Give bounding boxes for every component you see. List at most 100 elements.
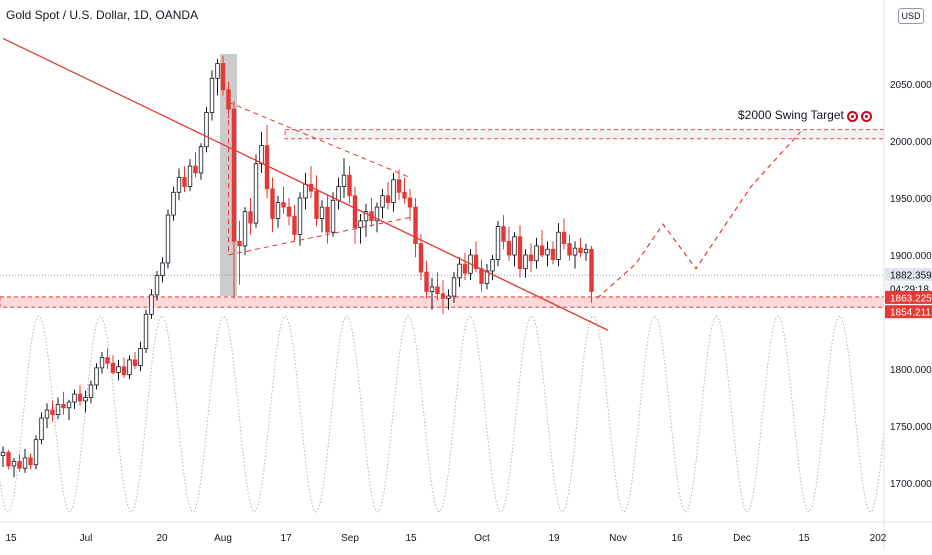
x-tick-label: 202 [870, 533, 887, 544]
candle-body [237, 240, 242, 247]
candle-body [138, 348, 143, 366]
candle-body [523, 254, 528, 270]
last-price-label: 1882.359 [890, 271, 932, 282]
zone-bottom-label: 1854.211 [890, 308, 931, 319]
candle-body [127, 359, 132, 376]
target-icon [846, 111, 858, 122]
candle-body [402, 191, 407, 199]
x-tick-label: Jul [80, 533, 93, 544]
y-tick-label: 1800.000 [890, 365, 932, 376]
candle-body [550, 248, 556, 260]
candle-body [253, 163, 259, 224]
candle-body [358, 220, 363, 229]
candle-body [154, 275, 160, 296]
candle-body [61, 403, 66, 409]
candle-body [490, 259, 495, 272]
candle-body [567, 243, 572, 256]
candle-body [286, 206, 292, 217]
candle-body [435, 286, 440, 295]
x-tick-label: Oct [474, 533, 490, 544]
candle-body [292, 215, 297, 235]
candle-body [473, 254, 479, 270]
candle-body [380, 195, 385, 208]
countdown-label: 04:29:18 [890, 285, 929, 296]
candle-body [110, 362, 116, 373]
x-tick-label: 17 [280, 533, 292, 544]
candle-body [44, 409, 50, 419]
candle-body [72, 393, 77, 403]
candle-body [347, 174, 352, 197]
candle-body [462, 263, 468, 274]
candle-body [105, 357, 110, 364]
candle-body [589, 248, 594, 292]
candle-body [314, 190, 319, 219]
swing-target-text: $2000 Swing Target [738, 108, 844, 122]
candle-body [451, 277, 457, 297]
candle-body [132, 359, 138, 366]
x-tick-label: Dec [733, 533, 751, 544]
candle-body [33, 439, 39, 466]
candle-body [270, 188, 275, 219]
candle-body [506, 240, 512, 256]
candle-body [226, 89, 231, 110]
candle-body [264, 145, 270, 190]
x-tick-label: 16 [671, 533, 683, 544]
y-tick-label: 2000.000 [890, 137, 932, 148]
last-price-label-bg [885, 268, 932, 282]
triangle-upper-line [228, 101, 411, 178]
candle-body [165, 214, 171, 264]
candle-body [55, 403, 61, 415]
candle-body [143, 313, 149, 349]
candle-body [336, 186, 341, 201]
triangle-lower-line [228, 216, 411, 256]
candle-body [457, 263, 462, 279]
candle-body [484, 270, 490, 284]
candle-body [193, 165, 198, 174]
x-tick-label: Aug [214, 533, 232, 544]
candle-body [248, 211, 253, 224]
candle-body [187, 165, 193, 188]
candle-body [176, 177, 182, 193]
candle-body [352, 195, 358, 229]
candle-body [215, 63, 220, 79]
candle-body [94, 367, 99, 386]
candle-body [39, 417, 44, 441]
candle-body [204, 112, 209, 148]
candle-body [545, 248, 550, 256]
candle-body [198, 146, 204, 174]
downtrend-line [2, 37, 609, 331]
candle-body [424, 271, 429, 292]
candle-body [160, 262, 165, 276]
candle-body [429, 286, 435, 292]
candle-body [418, 243, 424, 273]
candle-body [374, 206, 380, 222]
x-tick-label: Nov [609, 533, 627, 544]
x-tick-label: 20 [156, 533, 168, 544]
candle-body [209, 77, 215, 113]
candle-body [385, 195, 391, 203]
candle-body [11, 460, 17, 467]
candle-body [88, 384, 94, 398]
chart-title: Gold Spot / U.S. Dollar, 1D, OANDA [6, 8, 199, 22]
candle-body [561, 231, 567, 244]
candle-body [495, 226, 501, 260]
candle-body [281, 202, 286, 208]
candle-body [501, 226, 506, 242]
candle-body [440, 293, 446, 299]
candle-body [121, 366, 127, 376]
candle-body [17, 460, 22, 469]
y-tick-label: 1900.000 [890, 251, 932, 262]
x-tick-label: 15 [405, 533, 417, 544]
candle-body [534, 245, 539, 262]
candle-body [413, 206, 418, 244]
candle-body [149, 294, 154, 315]
candle-body [66, 401, 72, 409]
candle-body [539, 245, 545, 256]
candle-body [275, 202, 281, 219]
currency-button[interactable]: USD [898, 8, 924, 24]
candle-body [528, 254, 534, 262]
candle-body [396, 179, 402, 193]
x-tick-label: Sep [341, 533, 359, 544]
